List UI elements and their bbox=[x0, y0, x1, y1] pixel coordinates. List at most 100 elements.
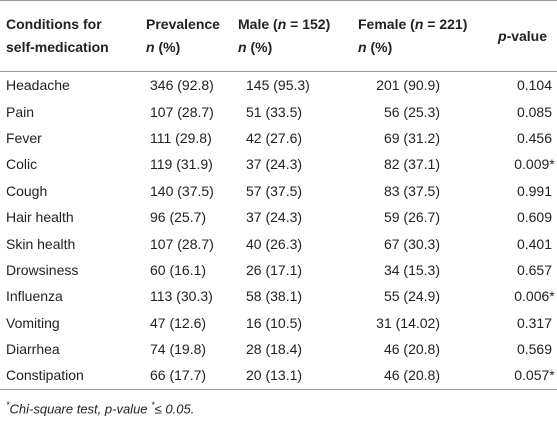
table-cell: 0.104 bbox=[516, 77, 553, 94]
table-cell: 346 (92.8) bbox=[150, 77, 214, 94]
header-cell: Conditions for self-medication bbox=[0, 0, 140, 72]
header-text: self-medication bbox=[6, 39, 109, 55]
table-cell: Hair health bbox=[6, 209, 74, 226]
table-cell: 31 (14.02) bbox=[376, 314, 440, 331]
header-cell: Prevalence n (%) bbox=[140, 0, 232, 72]
table-cell: 16 (10.5) bbox=[246, 314, 303, 331]
table-cell: 57 (37.5) bbox=[246, 182, 303, 199]
table-cell: 20 (13.1) bbox=[246, 367, 303, 384]
table-row: Vomiting 47 (12.6) 16 (10.5) 31 (14.02) 0.31… bbox=[0, 310, 557, 336]
table-cell: 37 (24.3) bbox=[246, 209, 303, 226]
table-cell: 201 (90.9) bbox=[376, 77, 440, 94]
table-cell: Influenza bbox=[6, 288, 63, 305]
table-cell: 56 (25.3) bbox=[383, 103, 440, 120]
header-text: n bbox=[358, 39, 367, 55]
header-text: p bbox=[498, 27, 507, 44]
table-row: Influenza 113 (30.3) 58 (38.1) 55 (24.9) 0.0… bbox=[0, 283, 557, 309]
table-cell: 107 (28.7) bbox=[150, 103, 214, 120]
table-cell: 96 (25.7) bbox=[150, 209, 207, 226]
table-cell: Skin health bbox=[6, 235, 76, 252]
footnote-text: ≤ 0.05. bbox=[154, 401, 195, 417]
footnote-text: -value bbox=[112, 401, 152, 417]
table-cell: 47 (12.6) bbox=[150, 314, 207, 331]
table-cell: 0.456 bbox=[516, 129, 553, 146]
data-table: Conditions for self-medication Prevalence n… bbox=[0, 0, 557, 390]
table-cell: 111 (29.8) bbox=[150, 129, 212, 146]
table-cell: 0.401 bbox=[516, 235, 553, 252]
table-cell: 0.006* bbox=[514, 288, 555, 305]
table-cell: 59 (26.7) bbox=[383, 209, 440, 226]
table-cell: Cough bbox=[6, 182, 48, 199]
header-cell: Female (n = 221) n (%) bbox=[352, 0, 492, 72]
table-cell: 113 (30.3) bbox=[150, 288, 213, 305]
table-cell: 0.317 bbox=[516, 314, 553, 331]
table-cell: 0.057* bbox=[514, 367, 555, 384]
table-cell: 0.569 bbox=[516, 341, 553, 358]
header-text: Conditions for bbox=[6, 16, 102, 32]
header-cell: p-value bbox=[492, 0, 557, 72]
table-body: Headache 346 (92.8) 145 (95.3) 201 (90.9) 0.… bbox=[0, 72, 557, 390]
table-cell: 28 (18.4) bbox=[246, 341, 303, 358]
table-cell: 58 (38.1) bbox=[246, 288, 303, 305]
table-row: Drowsiness 60 (16.1) 26 (17.1) 34 (15.3) 0.6… bbox=[0, 257, 557, 283]
header-text: (%) bbox=[246, 39, 273, 55]
table-cell: 145 (95.3) bbox=[246, 77, 310, 94]
header-row: Conditions for self-medication Prevalence n… bbox=[0, 0, 557, 72]
table-cell: 40 (26.3) bbox=[246, 235, 303, 252]
footnote-text: * bbox=[151, 400, 155, 410]
header-text: (%) bbox=[366, 39, 393, 55]
header-cell: Male (n = 152) n (%) bbox=[232, 0, 352, 72]
table-cell: 67 (30.3) bbox=[383, 235, 440, 252]
table-row: Pain 107 (28.7) 51 (33.5) 56 (25.3) 0.085 bbox=[0, 98, 557, 124]
table-cell: 74 (19.8) bbox=[150, 341, 207, 358]
table-cell: 46 (20.8) bbox=[383, 341, 440, 358]
table-cell: 0.009* bbox=[514, 156, 555, 173]
header-text: Male ( bbox=[238, 16, 278, 32]
table-cell: 107 (28.7) bbox=[150, 235, 214, 252]
table-cell: Fever bbox=[6, 129, 42, 146]
header-text: Female ( bbox=[358, 16, 415, 32]
header-text: n bbox=[277, 16, 287, 32]
header-text: -value bbox=[506, 27, 548, 44]
table-cell: 0.657 bbox=[516, 261, 553, 278]
table-cell: 34 (15.3) bbox=[383, 261, 440, 278]
table-cell: Pain bbox=[6, 103, 35, 120]
table-row: Skin health 107 (28.7) 40 (26.3) 67 (30.3) 0… bbox=[0, 230, 557, 256]
header-text: n bbox=[414, 16, 424, 32]
table-row: Hair health 96 (25.7) 37 (24.3) 59 (26.7) 0.… bbox=[0, 204, 557, 230]
table-row: Colic 119 (31.9) 37 (24.3) 82 (37.1) 0.009* bbox=[0, 151, 557, 177]
header-text: Prevalence bbox=[146, 16, 220, 32]
table-cell: 37 (24.3) bbox=[246, 156, 303, 173]
table-cell: 51 (33.5) bbox=[246, 103, 303, 120]
footnote: *Chi-square test, p-value *≤ 0.05. bbox=[6, 400, 194, 416]
table-cell: Vomiting bbox=[6, 314, 60, 331]
footnote-text: p bbox=[104, 401, 113, 417]
table-row: Headache 346 (92.8) 145 (95.3) 201 (90.9) 0.… bbox=[0, 72, 557, 99]
table-cell: Drowsiness bbox=[6, 261, 79, 278]
table-cell: 66 (17.7) bbox=[150, 367, 207, 384]
table-cell: Headache bbox=[6, 77, 70, 94]
footnote-text: * bbox=[6, 400, 10, 410]
table-cell: 60 (16.1) bbox=[150, 261, 207, 278]
table-cell: 69 (31.2) bbox=[383, 129, 440, 146]
table-cell: 0.609 bbox=[516, 209, 553, 226]
header-text: = 221) bbox=[423, 16, 468, 32]
table-cell: 46 (20.8) bbox=[383, 367, 440, 384]
table-cell: Diarrhea bbox=[6, 341, 60, 358]
table-cell: 55 (24.9) bbox=[383, 288, 440, 305]
table-cell: 82 (37.1) bbox=[383, 156, 440, 173]
table-cell: Colic bbox=[6, 156, 38, 173]
table-cell: 83 (37.5) bbox=[383, 182, 440, 199]
table-cell: 0.991 bbox=[516, 182, 553, 199]
table-row: Cough 140 (37.5) 57 (37.5) 83 (37.5) 0.991 bbox=[0, 178, 557, 204]
header-text: n bbox=[238, 39, 247, 55]
table-row: Diarrhea 74 (19.8) 28 (18.4) 46 (20.8) 0.569 bbox=[0, 336, 557, 362]
table-cell: 0.085 bbox=[516, 103, 553, 120]
table-row: Fever 111 (29.8) 42 (27.6) 69 (31.2) 0.456 bbox=[0, 125, 557, 151]
header-text: (%) bbox=[154, 39, 181, 55]
header-text: n bbox=[146, 39, 155, 55]
table-cell: 140 (37.5) bbox=[150, 182, 214, 199]
table-row: Constipation 66 (17.7) 20 (13.1) 46 (20.8) 0… bbox=[0, 362, 557, 389]
table-cell: Constipation bbox=[6, 367, 84, 384]
